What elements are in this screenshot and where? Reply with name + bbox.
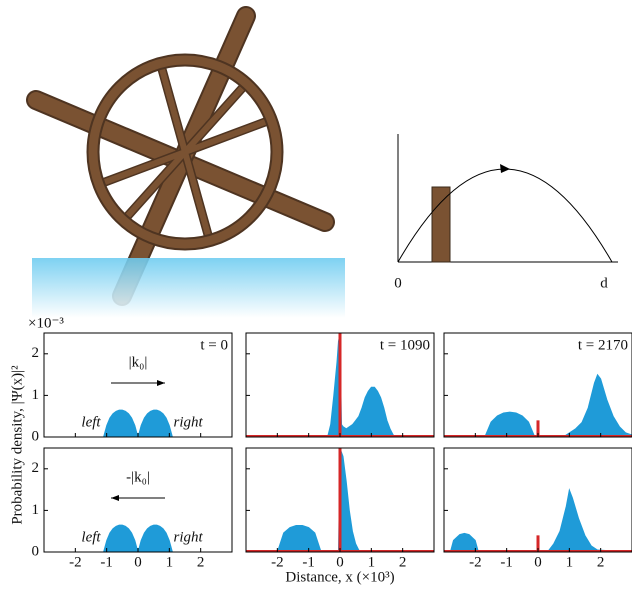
density-area <box>44 524 232 552</box>
y-axis-label: Probability density, |Ψ(x)|² <box>9 365 25 525</box>
panel-title: t = 1090 <box>380 337 430 353</box>
barrier <box>536 420 540 437</box>
panel-title: t = 2170 <box>578 337 628 353</box>
momentum-label: |k₀| <box>129 354 148 370</box>
panel <box>44 409 232 437</box>
x-tick-label: -1 <box>100 554 113 570</box>
y-exponent: ×10⁻³ <box>28 315 64 331</box>
x-tick-label: 0 <box>336 554 344 570</box>
x-tick-label: 2 <box>197 554 205 570</box>
x-tick-label: 0 <box>134 554 142 570</box>
barrier <box>338 448 342 552</box>
x-tick-label: 2 <box>597 554 605 570</box>
density-area <box>444 373 632 437</box>
y-tick-label: 2 <box>32 345 40 361</box>
trajectory-diagram: 0 d <box>394 134 618 291</box>
y-tick-label: 2 <box>32 460 40 476</box>
origin-label: 0 <box>394 275 402 291</box>
x-tick-label: 1 <box>166 554 174 570</box>
wheel-illustration <box>26 6 345 318</box>
side-label: right <box>174 529 204 545</box>
x-tick-label: -2 <box>469 554 482 570</box>
end-label: d <box>600 275 608 291</box>
panel-title: t = 0 <box>200 337 228 353</box>
y-tick-label: 1 <box>32 387 40 403</box>
density-area <box>444 488 632 552</box>
x-tick-label: 2 <box>399 554 407 570</box>
side-label: left <box>81 414 101 430</box>
panel-frame <box>43 447 233 553</box>
panel <box>44 524 232 552</box>
side-label: left <box>81 529 101 545</box>
y-tick-label: 0 <box>32 428 40 444</box>
x-tick-label: 1 <box>368 554 376 570</box>
arrow-head <box>111 495 119 501</box>
x-tick-label: -1 <box>302 554 315 570</box>
y-tick-label: 0 <box>32 543 40 559</box>
barrier <box>536 535 540 552</box>
panel <box>444 373 632 437</box>
x-tick-label: 1 <box>566 554 574 570</box>
panel <box>246 448 434 552</box>
y-tick-label: 1 <box>32 502 40 518</box>
density-area <box>44 409 232 437</box>
x-axis-label: Distance, x (×10³) <box>285 569 394 585</box>
momentum-label: -|k₀| <box>126 469 150 485</box>
x-tick-label: -2 <box>271 554 284 570</box>
panel <box>444 488 632 552</box>
side-label: right <box>174 414 204 430</box>
barrier <box>338 333 342 437</box>
x-tick-label: -2 <box>69 554 82 570</box>
arrow-head <box>157 380 165 386</box>
x-tick-label: -1 <box>500 554 513 570</box>
x-tick-label: 0 <box>534 554 542 570</box>
